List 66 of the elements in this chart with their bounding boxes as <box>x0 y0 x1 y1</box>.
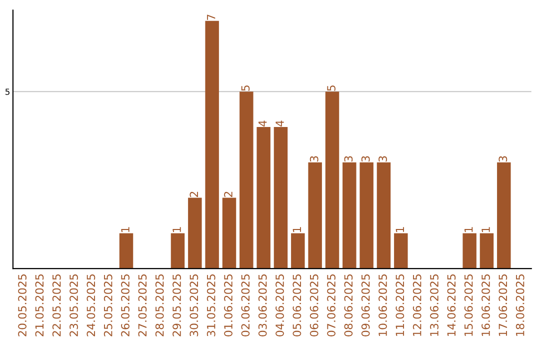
x-tick-label: 11.06.2025 <box>396 274 404 336</box>
bar <box>360 162 374 269</box>
data-label: 4 <box>276 120 284 126</box>
x-tick-label: 05.06.2025 <box>292 274 302 336</box>
data-label: 4 <box>258 120 267 126</box>
x-tick-label: 18.06.2025 <box>516 274 524 336</box>
data-label: 1 <box>396 227 404 232</box>
x-tick-label: 23.05.2025 <box>70 274 78 336</box>
x-tick-label: 09.06.2025 <box>361 274 370 336</box>
data-label: 1 <box>464 227 473 232</box>
x-tick-label: 22.05.2025 <box>52 274 61 336</box>
bar <box>480 233 494 269</box>
x-tick-label: 01.06.2025 <box>224 274 232 336</box>
bar <box>205 20 219 269</box>
data-label: 1 <box>172 227 181 232</box>
bar <box>291 233 305 269</box>
x-tick-label: 07.06.2025 <box>327 274 336 336</box>
bar <box>325 92 340 269</box>
x-tick-label: 31.05.2025 <box>206 274 216 336</box>
x-tick-label: 26.05.2025 <box>121 274 130 336</box>
x-tick-label: 02.06.2025 <box>241 274 250 336</box>
x-tick-label: 25.05.2025 <box>104 274 112 336</box>
data-label: 2 <box>224 192 232 197</box>
x-tick-label: 04.06.2025 <box>276 274 284 336</box>
x-tick-label: 28.05.2025 <box>155 274 164 336</box>
bar <box>462 233 476 269</box>
x-tick-label: 13.06.2025 <box>430 274 438 336</box>
bar <box>308 162 322 269</box>
bar <box>222 198 236 269</box>
bar <box>342 162 356 269</box>
bar <box>240 92 254 269</box>
data-label: 1 <box>292 227 301 232</box>
data-label: 1 <box>482 227 490 232</box>
data-label: 3 <box>378 156 387 162</box>
x-tick-label: 27.05.2025 <box>138 274 147 336</box>
x-tick-label: 21.05.2025 <box>35 274 44 336</box>
x-tick-label: 17.06.2025 <box>498 274 508 336</box>
x-tick-label: 15.06.2025 <box>464 274 473 336</box>
bar <box>376 162 391 269</box>
x-tick-label: 08.06.2025 <box>344 274 353 336</box>
bar <box>188 198 202 269</box>
data-label: 5 <box>241 86 250 91</box>
x-tick-label: 20.05.2025 <box>18 274 26 336</box>
data-label: 2 <box>190 192 198 197</box>
data-label: 3 <box>498 156 508 162</box>
x-tick-label: 10.06.2025 <box>378 274 387 336</box>
x-tick-label: 29.05.2025 <box>172 274 181 336</box>
data-label: 3 <box>361 156 370 162</box>
x-tick-label: 30.05.2025 <box>190 274 198 336</box>
data-label: 5 <box>327 86 336 91</box>
bar <box>274 127 288 269</box>
data-label: 7 <box>207 14 216 20</box>
x-tick-label: 03.06.2025 <box>258 274 267 336</box>
data-label: 3 <box>344 156 353 162</box>
x-tick-label: 14.06.2025 <box>447 274 456 336</box>
x-tick-label: 12.06.2025 <box>412 274 422 336</box>
data-label: 3 <box>310 156 318 162</box>
bar <box>256 127 270 269</box>
x-tick-label: 24.05.2025 <box>86 274 96 336</box>
data-label: 1 <box>121 227 130 232</box>
bar <box>119 233 134 269</box>
x-tick-label: 06.06.2025 <box>310 274 318 336</box>
bar <box>497 162 511 269</box>
x-tick-label: 16.06.2025 <box>482 274 490 336</box>
bar <box>394 233 408 269</box>
bar <box>170 233 185 269</box>
